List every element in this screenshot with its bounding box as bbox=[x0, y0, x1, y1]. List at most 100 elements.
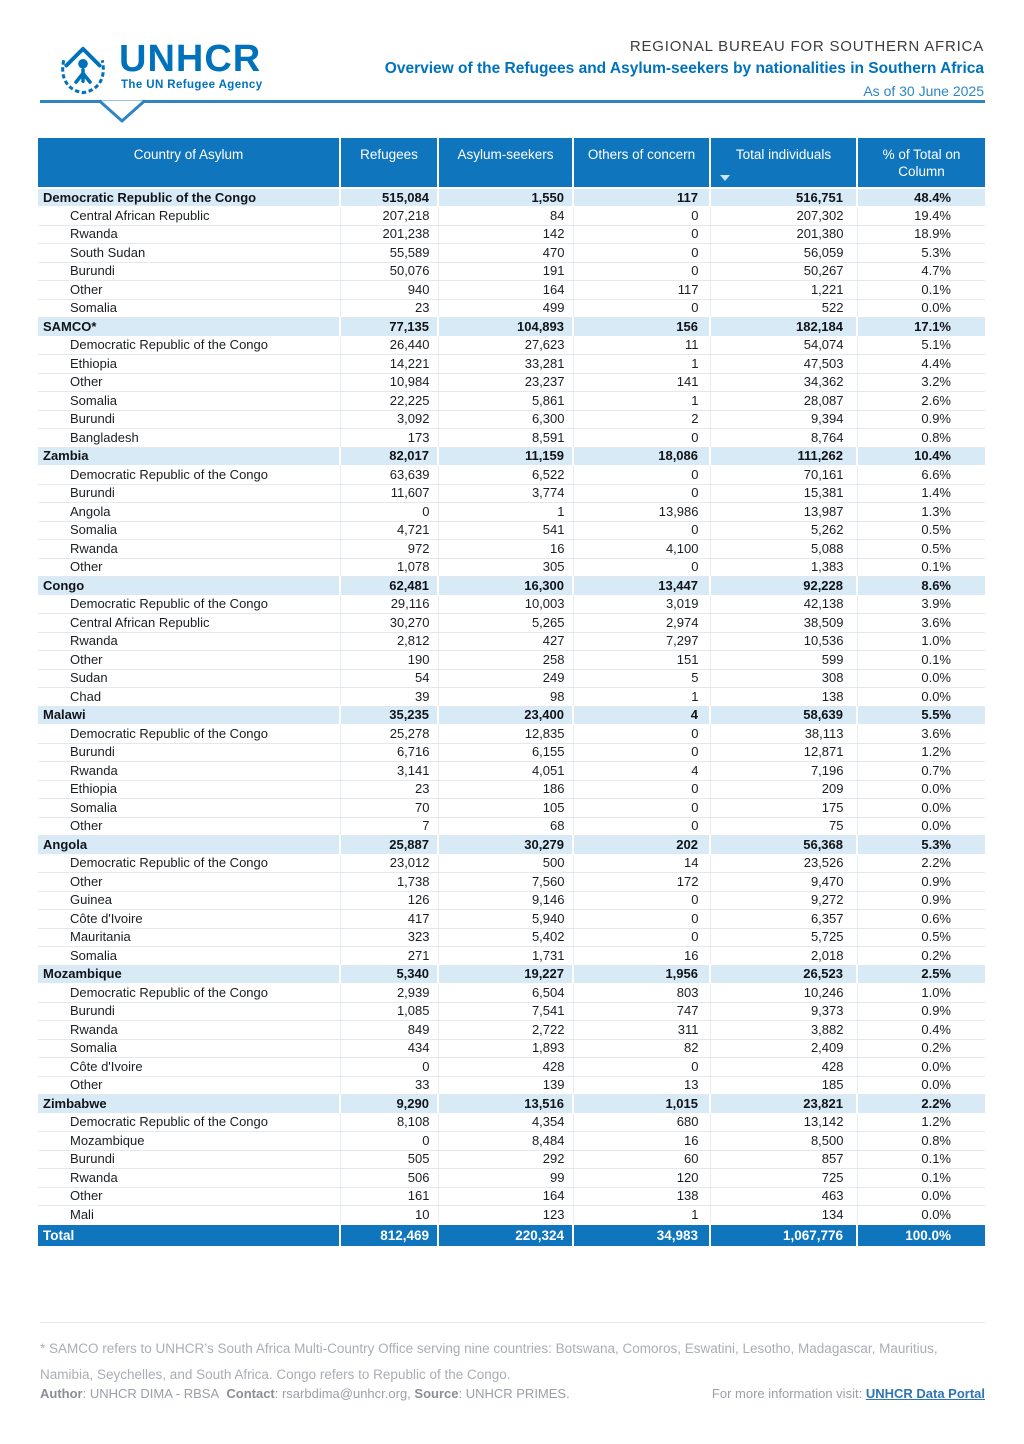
value-cell: 292 bbox=[437, 1150, 573, 1169]
value-cell: 5,088 bbox=[709, 539, 857, 559]
country-label: Rwanda bbox=[38, 225, 340, 244]
value-cell: 0 bbox=[572, 780, 710, 799]
value-cell: 138 bbox=[572, 1187, 710, 1206]
value-cell: 1,085 bbox=[339, 1002, 438, 1021]
value-cell: 0.0% bbox=[856, 1205, 985, 1225]
value-cell: 0.9% bbox=[856, 872, 985, 892]
nationality-table: Country of Asylum Refugees Asylum-seeker… bbox=[38, 138, 985, 1246]
value-cell: 207,302 bbox=[709, 206, 857, 226]
value-cell: 75 bbox=[709, 817, 857, 836]
value-cell: 13,142 bbox=[709, 1113, 857, 1132]
value-cell: 0 bbox=[572, 206, 710, 226]
value-cell: 161 bbox=[339, 1187, 438, 1206]
country-label: Malawi bbox=[38, 705, 340, 725]
table-row: Other 161 164 138 463 0.0% bbox=[38, 1187, 985, 1206]
table-row: Ethiopia 23 186 0 209 0.0% bbox=[38, 780, 985, 799]
country-label: Angola bbox=[38, 502, 340, 522]
value-cell: 27,623 bbox=[437, 336, 573, 355]
country-label: Somalia bbox=[38, 1039, 340, 1058]
country-label: Central African Republic bbox=[38, 206, 340, 226]
value-cell: 172 bbox=[572, 872, 710, 892]
country-label: Central African Republic bbox=[38, 613, 340, 633]
country-label: Somalia bbox=[38, 299, 340, 318]
value-cell: 4,051 bbox=[437, 761, 573, 781]
value-cell: 23,012 bbox=[339, 854, 438, 873]
table-row: Other 1,078 305 0 1,383 0.1% bbox=[38, 558, 985, 577]
value-cell: 0.0% bbox=[856, 817, 985, 836]
value-cell: 26,523 bbox=[709, 964, 857, 984]
country-label: Angola bbox=[38, 835, 340, 855]
value-cell: 13,447 bbox=[572, 576, 710, 596]
data-portal-link[interactable]: UNHCR Data Portal bbox=[865, 1386, 985, 1401]
value-cell: 0.5% bbox=[856, 539, 985, 559]
value-cell: 0 bbox=[572, 243, 710, 263]
value-cell: 940 bbox=[339, 280, 438, 300]
value-cell: 1.0% bbox=[856, 632, 985, 651]
table-row: Democratic Republic of the Congo 23,012 50… bbox=[38, 854, 985, 873]
value-cell: 0 bbox=[572, 1057, 710, 1077]
country-label: Other bbox=[38, 373, 340, 392]
table-row: Mozambique 0 8,484 16 8,500 0.8% bbox=[38, 1131, 985, 1151]
unhcr-logo: UNHCR The UN Refugee Agency bbox=[55, 40, 263, 98]
value-cell: 33,281 bbox=[437, 354, 573, 374]
value-cell: 0.0% bbox=[856, 299, 985, 318]
country-label: Other bbox=[38, 558, 340, 577]
value-cell: 2,409 bbox=[709, 1039, 857, 1058]
value-cell: 19.4% bbox=[856, 206, 985, 226]
author-value: : UNHCR DIMA - RBSA bbox=[82, 1386, 220, 1401]
value-cell: 18,086 bbox=[572, 446, 710, 466]
country-label: Democratic Republic of the Congo bbox=[38, 465, 340, 485]
value-cell: 22,225 bbox=[339, 391, 438, 411]
col-country-of-asylum: Country of Asylum bbox=[38, 138, 340, 189]
value-cell: 6,357 bbox=[709, 909, 857, 929]
col-asylum-seekers: Asylum-seekers bbox=[437, 138, 573, 189]
table-row: Bangladesh 173 8,591 0 8,764 0.8% bbox=[38, 428, 985, 448]
value-cell: 505 bbox=[339, 1150, 438, 1169]
value-cell: 13 bbox=[572, 1076, 710, 1095]
group-row: Congo 62,481 16,300 13,447 92,228 8.6% bbox=[38, 576, 985, 596]
value-cell: 60 bbox=[572, 1150, 710, 1169]
value-cell: 3,882 bbox=[709, 1020, 857, 1040]
table-row: Democratic Republic of the Congo 25,278 12… bbox=[38, 724, 985, 744]
value-cell: 428 bbox=[437, 1057, 573, 1077]
value-cell: 25,887 bbox=[339, 835, 438, 855]
value-cell: 1.2% bbox=[856, 1113, 985, 1132]
value-cell: 14,221 bbox=[339, 354, 438, 374]
value-cell: 38,509 bbox=[709, 613, 857, 633]
contact-value: : rsarbdima@unhcr.org, bbox=[274, 1386, 411, 1401]
value-cell: 3,774 bbox=[437, 484, 573, 503]
value-cell: 1 bbox=[572, 354, 710, 374]
value-cell: 186 bbox=[437, 780, 573, 799]
value-cell: 972 bbox=[339, 539, 438, 559]
unhcr-emblem-icon bbox=[61, 46, 105, 95]
value-cell: 10,984 bbox=[339, 373, 438, 392]
value-cell: 29,116 bbox=[339, 595, 438, 614]
value-cell: 0.5% bbox=[856, 928, 985, 947]
value-cell: 16 bbox=[437, 539, 573, 559]
country-label: Rwanda bbox=[38, 1020, 340, 1040]
value-cell: 92,228 bbox=[709, 576, 857, 596]
value-cell: 82 bbox=[572, 1039, 710, 1058]
value-cell: 0.1% bbox=[856, 558, 985, 577]
value-cell: 1.0% bbox=[856, 983, 985, 1003]
value-cell: 725 bbox=[709, 1168, 857, 1188]
as-of-date: As of 30 June 2025 bbox=[863, 83, 984, 99]
sort-descending-icon[interactable] bbox=[720, 175, 730, 181]
value-cell: 12,871 bbox=[709, 743, 857, 762]
value-cell: 142 bbox=[437, 225, 573, 244]
table-row: Democratic Republic of the Congo 26,440 27… bbox=[38, 336, 985, 355]
group-row: SAMCO* 77,135 104,893 156 182,184 17.1% bbox=[38, 317, 985, 337]
value-cell: 1,078 bbox=[339, 558, 438, 577]
value-cell: 201,238 bbox=[339, 225, 438, 244]
table-row: Burundi 1,085 7,541 747 9,373 0.9% bbox=[38, 1002, 985, 1021]
country-label: Chad bbox=[38, 687, 340, 707]
value-cell: 2,974 bbox=[572, 613, 710, 633]
country-label: Burundi bbox=[38, 484, 340, 503]
value-cell: 271 bbox=[339, 946, 438, 966]
value-cell: 11,159 bbox=[437, 446, 573, 466]
value-cell: 522 bbox=[709, 299, 857, 318]
author-label: Author bbox=[40, 1386, 83, 1401]
col-pct-of-total: % of Total on Column bbox=[856, 138, 985, 189]
value-cell: 0 bbox=[339, 1057, 438, 1077]
value-cell: 26,440 bbox=[339, 336, 438, 355]
